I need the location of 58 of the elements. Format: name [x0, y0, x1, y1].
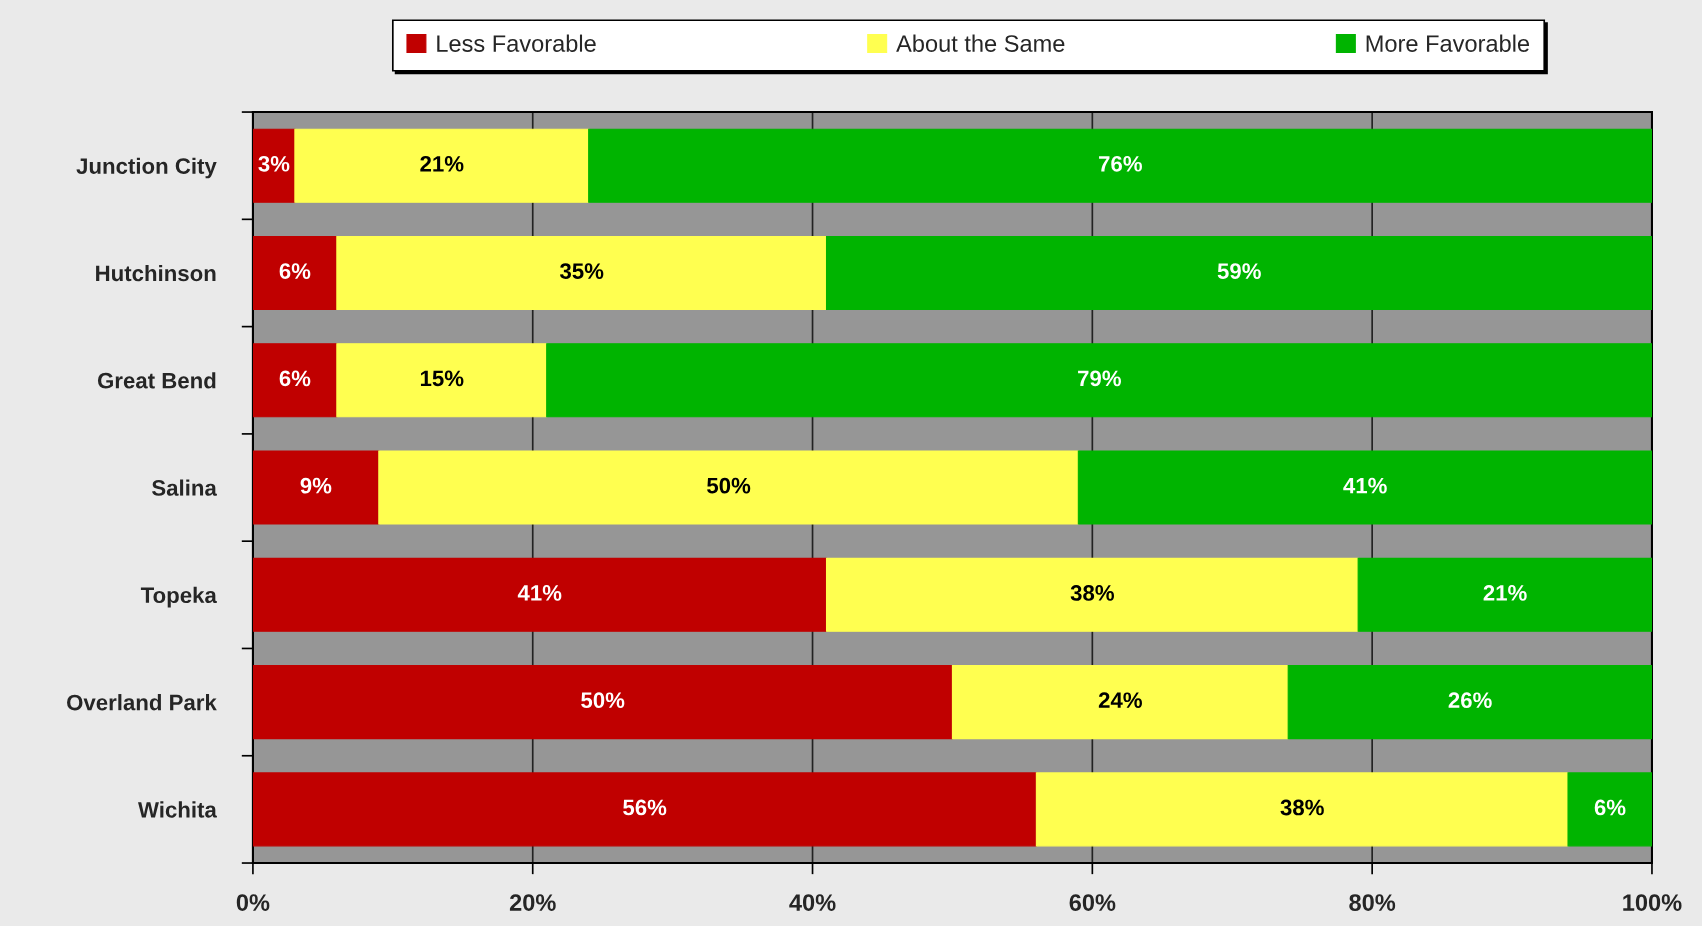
data-label: 6% — [279, 263, 311, 279]
y-tick-label: Topeka — [140, 586, 217, 608]
bar — [546, 343, 1652, 418]
bar — [294, 128, 590, 203]
bar — [1567, 772, 1652, 847]
bar — [252, 235, 338, 311]
data-label: 21% — [1483, 585, 1527, 601]
bar — [1077, 450, 1652, 525]
legend-label: Less Favorable — [437, 34, 596, 52]
bar — [252, 557, 828, 632]
data-label: 21% — [420, 155, 464, 172]
data-label: 15% — [420, 370, 464, 387]
bar — [588, 128, 1652, 203]
bar — [825, 557, 1359, 632]
data-label: 41% — [1343, 477, 1387, 494]
x-tick-label: 100% — [1623, 894, 1682, 911]
y-tick-label: Overland Park — [67, 694, 217, 711]
data-label: 3% — [258, 155, 290, 172]
y-tick-label: Wichita — [138, 801, 217, 818]
y-tick-label: Salina — [151, 479, 217, 496]
x-tick-label: 60% — [1069, 894, 1116, 911]
bar — [1287, 665, 1652, 740]
y-tick-label: Hutchinson — [96, 264, 216, 282]
data-label: 38% — [1280, 799, 1324, 816]
bar — [252, 665, 953, 740]
data-label: 41% — [517, 585, 562, 601]
y-tick-label: Junction City — [76, 157, 217, 179]
data-label: 6% — [1594, 799, 1626, 816]
bar — [951, 665, 1289, 740]
bar — [336, 343, 548, 418]
data-label: 9% — [300, 477, 332, 494]
data-label: 35% — [559, 263, 604, 279]
bar — [252, 772, 1037, 847]
data-label: 38% — [1070, 585, 1114, 601]
data-label: 76% — [1099, 155, 1142, 172]
data-label: 79% — [1078, 370, 1121, 387]
data-label: 50% — [707, 477, 751, 494]
x-tick-label: 20% — [509, 894, 556, 911]
legend-label: More Favorable — [1366, 34, 1530, 52]
data-label: 24% — [1098, 692, 1142, 709]
x-tick-label: 40% — [789, 894, 836, 911]
bar — [336, 235, 828, 311]
x-tick-label: 0% — [236, 894, 270, 911]
bar — [252, 450, 380, 525]
data-label: 6% — [279, 370, 311, 387]
data-label: 56% — [623, 799, 667, 816]
bar — [1357, 557, 1652, 632]
bar — [252, 343, 338, 418]
legend-label: About the Same — [896, 34, 1065, 52]
y-tick-label: Great Bend — [97, 372, 216, 389]
data-label: 59% — [1217, 263, 1261, 279]
bar — [378, 450, 1079, 525]
bar — [252, 128, 296, 203]
x-tick-label: 80% — [1349, 894, 1396, 911]
bar — [825, 235, 1652, 311]
data-label: 50% — [581, 692, 625, 709]
bar — [1035, 772, 1569, 847]
data-label: 26% — [1448, 692, 1492, 709]
